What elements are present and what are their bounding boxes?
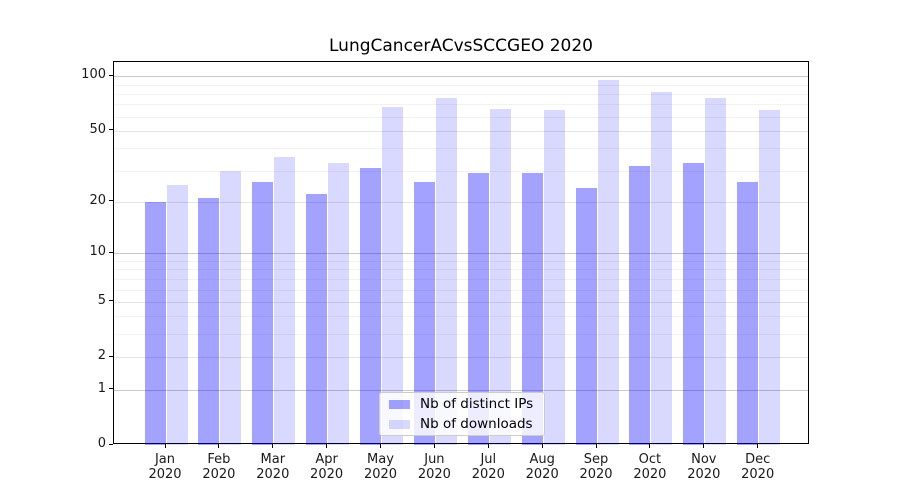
bar-jan-downloads <box>166 184 188 445</box>
x-tick-mark <box>380 444 381 448</box>
x-tick-mark <box>487 444 489 448</box>
bar-apr-ips <box>306 194 328 445</box>
gridline-minor <box>114 84 808 86</box>
y-tick-mark <box>109 300 113 302</box>
bar-may-ips <box>360 168 381 445</box>
y-tick-mark <box>109 129 113 131</box>
gridline-minor <box>114 278 808 280</box>
bar-nov-ips <box>683 163 705 445</box>
bar-feb-ips <box>198 198 220 445</box>
y-tick-label: 10 <box>89 244 106 260</box>
bar-oct-ips <box>629 165 651 445</box>
x-tick-mark <box>433 444 435 448</box>
x-tick-mark <box>703 444 705 448</box>
x-tick-mark <box>541 444 543 448</box>
gridline-minor <box>114 334 808 336</box>
x-tick-label: Dec 2020 <box>741 452 775 482</box>
x-tick-label: Apr 2020 <box>310 452 344 482</box>
x-tick-mark <box>218 444 220 448</box>
x-tick-label: Sep 2020 <box>579 452 613 482</box>
x-tick-mark <box>757 444 759 448</box>
bar-mar-ips <box>252 181 274 445</box>
bar-jul-downloads <box>489 109 511 445</box>
y-tick-label: 0 <box>97 436 106 451</box>
x-tick-mark <box>649 444 651 448</box>
bar-dec-downloads <box>759 110 781 445</box>
gridline-minor <box>114 148 808 150</box>
x-tick-label: Aug 2020 <box>525 452 559 482</box>
bar-may-downloads <box>382 106 403 445</box>
legend-swatch-0 <box>389 399 410 409</box>
y-tick-label: 100 <box>81 67 106 83</box>
bar-nov-downloads <box>705 97 727 445</box>
bar-feb-downloads <box>220 170 242 445</box>
gridline-minor <box>114 261 808 262</box>
gridline-minor <box>114 93 808 95</box>
y-tick-label: 2 <box>97 348 106 364</box>
gridline-minor <box>114 289 808 291</box>
y-tick-mark <box>109 443 113 445</box>
bar-oct-downloads <box>651 91 673 445</box>
bar-sep-downloads <box>597 80 619 445</box>
gridline-major <box>114 201 808 203</box>
x-tick-label: Oct 2020 <box>633 452 667 482</box>
y-tick-label: 5 <box>97 292 106 308</box>
x-tick-label: Nov 2020 <box>687 452 721 482</box>
y-tick-label: 50 <box>89 121 106 137</box>
y-tick-label: 20 <box>89 192 106 208</box>
gridline-major <box>114 253 808 255</box>
gridline-minor <box>114 269 808 271</box>
bar-apr-downloads <box>328 163 350 445</box>
gridline-major <box>114 301 808 303</box>
gridline-major <box>114 357 808 359</box>
y-tick-mark <box>109 355 113 357</box>
gridline-major <box>114 130 808 132</box>
x-tick-label: Mar 2020 <box>256 452 290 482</box>
legend-label: Nb of distinct IPs <box>420 396 534 412</box>
y-tick-label: 1 <box>97 380 106 396</box>
y-tick-mark <box>109 388 113 390</box>
gridline-minor <box>114 116 808 118</box>
bar-aug-downloads <box>543 110 565 445</box>
gridline-major <box>114 389 808 391</box>
gridline-minor <box>114 316 808 318</box>
plot-area <box>113 61 809 445</box>
bar-jun-ips <box>413 181 435 445</box>
x-tick-label: May 2020 <box>363 452 398 482</box>
x-tick-label: Jan 2020 <box>148 452 182 482</box>
legend-item-downloads: Nb of downloads <box>389 416 535 432</box>
x-tick-mark <box>164 444 166 448</box>
bar-dec-ips <box>737 181 759 445</box>
x-tick-mark <box>272 444 274 448</box>
x-tick-mark <box>326 444 328 448</box>
chart-title: LungCancerACvsSCCGEO 2020 <box>329 36 593 56</box>
legend: Nb of distinct IPs Nb of downloads <box>379 392 545 436</box>
bar-aug-ips <box>521 173 543 445</box>
bar-jul-ips <box>467 173 489 445</box>
x-tick-label: Feb 2020 <box>202 452 236 482</box>
y-tick-mark <box>109 74 113 76</box>
gridline-major <box>114 76 808 78</box>
legend-label: Nb of downloads <box>420 416 533 432</box>
legend-item-distinct-ips: Nb of distinct IPs <box>389 396 535 412</box>
legend-swatch-1 <box>389 419 410 429</box>
x-tick-label: Jul 2020 <box>471 452 505 482</box>
bar-jan-ips <box>144 201 166 445</box>
bar-jun-downloads <box>435 97 457 445</box>
x-tick-label: Jun 2020 <box>417 452 451 482</box>
gridline-minor <box>114 170 808 172</box>
y-tick-mark <box>109 251 113 253</box>
gridline-minor <box>114 104 808 106</box>
bar-sep-ips <box>575 187 597 445</box>
y-tick-mark <box>109 200 113 202</box>
bar-mar-downloads <box>274 156 296 445</box>
x-tick-mark <box>595 444 597 448</box>
